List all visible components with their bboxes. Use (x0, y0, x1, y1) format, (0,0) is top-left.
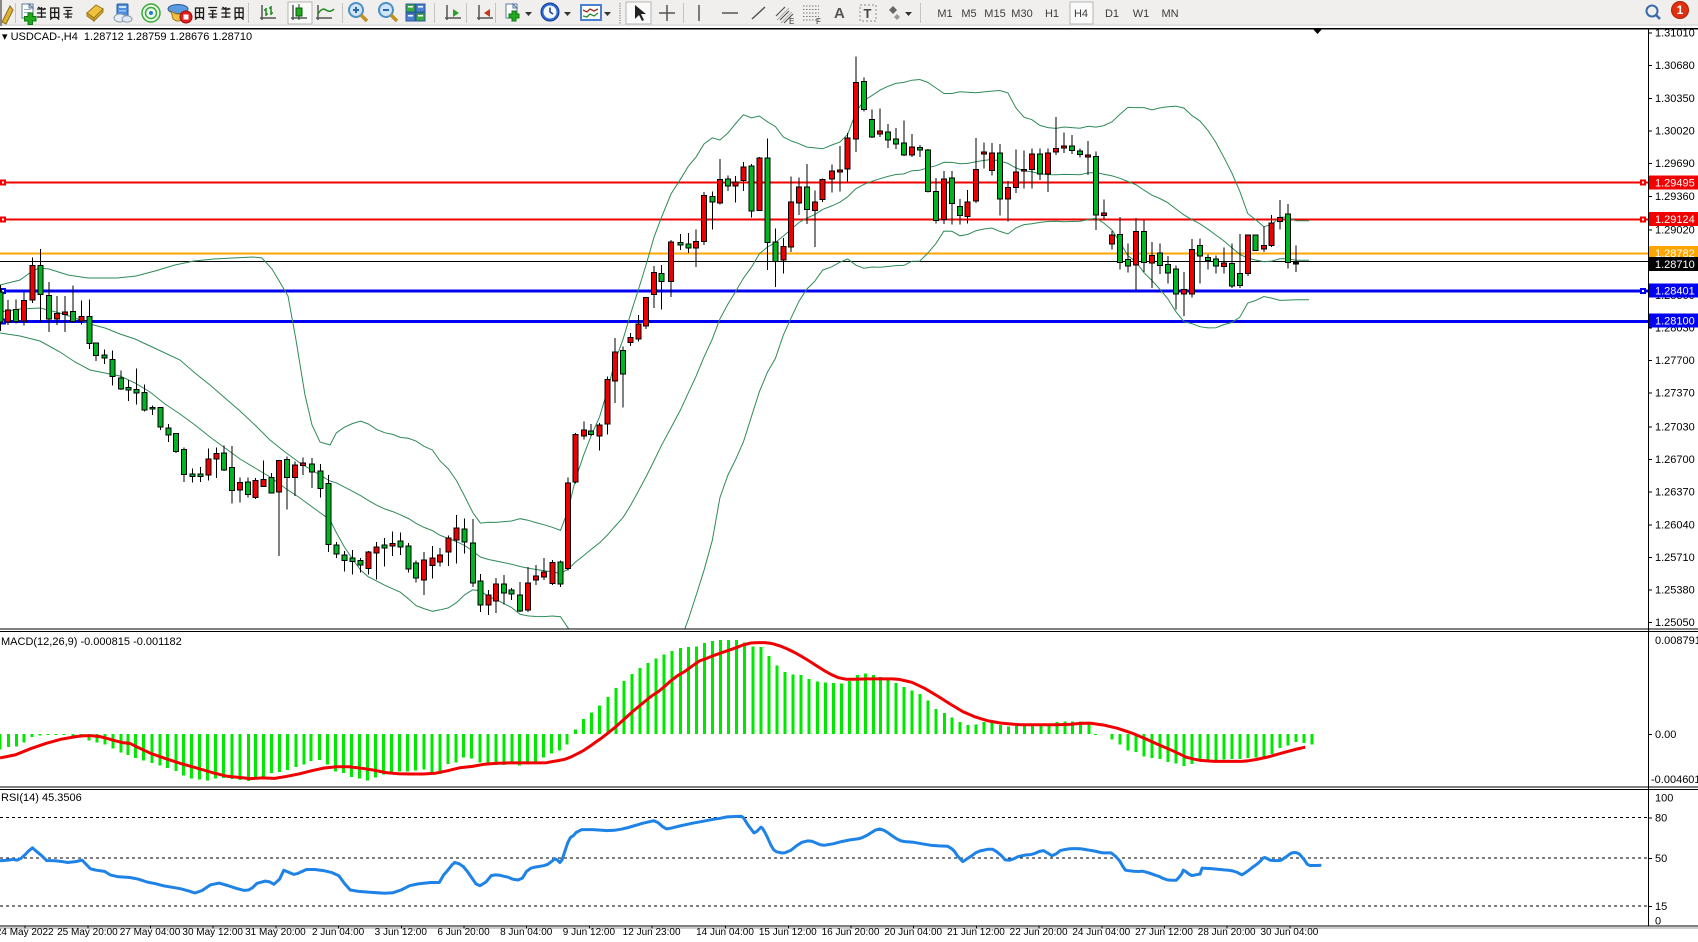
svg-text:M30: M30 (1011, 8, 1032, 20)
svg-text:1.30350: 1.30350 (1655, 93, 1695, 105)
svg-text:24 Jun 04:00: 24 Jun 04:00 (1072, 927, 1130, 938)
svg-text:16 Jun 20:00: 16 Jun 20:00 (822, 927, 880, 938)
svg-text:1.29495: 1.29495 (1655, 178, 1695, 190)
svg-text:15: 15 (1655, 901, 1667, 913)
svg-text:9 Jun 12:00: 9 Jun 12:00 (563, 927, 616, 938)
svg-text:▾ USDCAD-,H4 1.28712 1.28759: ▾ USDCAD-,H4 1.28712 1.28759 1.28676 1.2… (2, 31, 252, 43)
svg-text:1.26700: 1.26700 (1655, 454, 1695, 466)
svg-text:20 Jun 04:00: 20 Jun 04:00 (884, 927, 942, 938)
svg-text:H4: H4 (1074, 8, 1088, 20)
svg-text:25 May 20:00: 25 May 20:00 (57, 927, 118, 938)
svg-text:1.25710: 1.25710 (1655, 552, 1695, 564)
svg-text:3 Jun 12:00: 3 Jun 12:00 (375, 927, 428, 938)
svg-text:T: T (864, 6, 872, 21)
svg-text:1.28401: 1.28401 (1655, 286, 1695, 298)
svg-text:1.25380: 1.25380 (1655, 585, 1695, 597)
svg-text:1.27700: 1.27700 (1655, 355, 1695, 367)
svg-text:1.28100: 1.28100 (1655, 316, 1695, 328)
svg-text:MACD(12,26,9) -0.000815 -0.001: MACD(12,26,9) -0.000815 -0.001182 (1, 636, 182, 648)
svg-text:1.27370: 1.27370 (1655, 388, 1695, 400)
svg-text:1: 1 (1677, 3, 1684, 17)
svg-text:H1: H1 (1045, 8, 1059, 20)
svg-text:28 Jun 20:00: 28 Jun 20:00 (1198, 927, 1256, 938)
svg-text:E: E (789, 17, 794, 26)
svg-text:1.29690: 1.29690 (1655, 158, 1695, 170)
svg-text:D1: D1 (1105, 8, 1119, 20)
svg-text:30 Jun 04:00: 30 Jun 04:00 (1260, 927, 1318, 938)
svg-text:A: A (834, 5, 845, 22)
svg-text:1.26040: 1.26040 (1655, 519, 1695, 531)
svg-text:2 Jun 04:00: 2 Jun 04:00 (312, 927, 365, 938)
svg-text:15 Jun 12:00: 15 Jun 12:00 (759, 927, 817, 938)
svg-text:MN: MN (1161, 8, 1178, 20)
svg-text:M5: M5 (961, 8, 976, 20)
svg-text:RSI(14) 45.3506: RSI(14) 45.3506 (1, 792, 82, 804)
svg-text:M15: M15 (984, 8, 1005, 20)
svg-text:0: 0 (1655, 916, 1661, 928)
svg-text:1.29360: 1.29360 (1655, 191, 1695, 203)
svg-text:6 Jun 20:00: 6 Jun 20:00 (437, 927, 490, 938)
svg-text:12 Jun 23:00: 12 Jun 23:00 (623, 927, 681, 938)
svg-text:1.30020: 1.30020 (1655, 126, 1695, 138)
svg-text:1.29124: 1.29124 (1655, 214, 1695, 226)
svg-text:F: F (816, 17, 821, 26)
svg-text:27 May 04:00: 27 May 04:00 (120, 927, 181, 938)
svg-text:80: 80 (1655, 813, 1667, 825)
svg-text:31 May 20:00: 31 May 20:00 (245, 927, 306, 938)
svg-text:50: 50 (1655, 853, 1667, 865)
svg-text:1.26370: 1.26370 (1655, 487, 1695, 499)
svg-text:M1: M1 (937, 8, 952, 20)
svg-text:1.28782: 1.28782 (1655, 248, 1695, 260)
svg-text:27 Jun 12:00: 27 Jun 12:00 (1135, 927, 1193, 938)
svg-text:1.27030: 1.27030 (1655, 421, 1695, 433)
svg-text:W1: W1 (1133, 8, 1150, 20)
svg-text:1.28710: 1.28710 (1655, 259, 1695, 271)
svg-text:0.008791: 0.008791 (1655, 635, 1698, 647)
svg-text:21 Jun 12:00: 21 Jun 12:00 (947, 927, 1005, 938)
svg-text:1.29020: 1.29020 (1655, 225, 1695, 237)
svg-text:0.00: 0.00 (1655, 729, 1676, 741)
svg-text:22 Jun 20:00: 22 Jun 20:00 (1010, 927, 1068, 938)
svg-text:30 May 12:00: 30 May 12:00 (182, 927, 243, 938)
svg-text:100: 100 (1655, 793, 1673, 805)
svg-text:14 Jun 04:00: 14 Jun 04:00 (696, 927, 754, 938)
svg-text:-0.004601: -0.004601 (1651, 774, 1698, 786)
svg-text:1.31010: 1.31010 (1655, 28, 1695, 40)
svg-text:1.25050: 1.25050 (1655, 617, 1695, 629)
svg-text:24 May 2022: 24 May 2022 (0, 927, 54, 938)
svg-text:8 Jun 04:00: 8 Jun 04:00 (500, 927, 553, 938)
svg-text:1.30680: 1.30680 (1655, 60, 1695, 72)
